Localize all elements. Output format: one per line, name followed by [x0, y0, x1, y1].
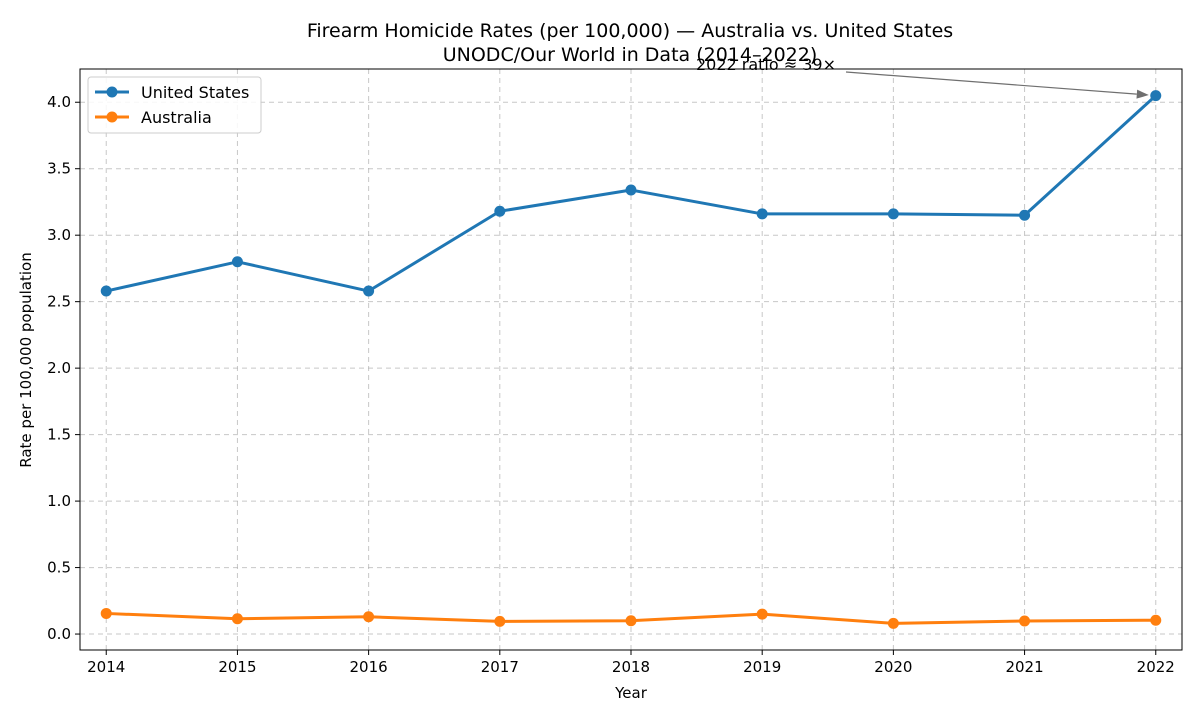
- x-tick-label: 2015: [218, 658, 256, 676]
- data-point: [100, 607, 112, 619]
- y-tick-label: 0.0: [47, 625, 71, 643]
- x-tick-label: 2019: [743, 658, 781, 676]
- y-axis-label: Rate per 100,000 population: [17, 252, 35, 467]
- series-australia: [100, 607, 1162, 629]
- data-point: [231, 613, 243, 625]
- series-united-states: [100, 90, 1162, 297]
- x-tick-label: 2020: [874, 658, 912, 676]
- annotation-arrow: [845, 71, 1137, 95]
- y-tick-label: 1.5: [47, 426, 71, 444]
- annotation-arrowhead: [1136, 89, 1149, 99]
- x-axis: 2014 2015 2016 2017 2018 2019 2020 2021 2022: [87, 650, 1175, 676]
- y-tick-label: 4.0: [47, 93, 71, 111]
- y-tick-label: 0.5: [47, 559, 71, 577]
- y-tick-label: 2.0: [47, 359, 71, 377]
- data-point: [756, 608, 768, 620]
- data-point: [363, 285, 375, 297]
- x-tick-label: 2016: [350, 658, 388, 676]
- data-point: [1019, 209, 1031, 221]
- y-axis: 0.0 0.5 1.0 1.5 2.0 2.5 3.0 3.5 4.0: [47, 93, 80, 643]
- data-point: [625, 615, 637, 627]
- legend: United States Australia: [87, 76, 262, 134]
- chart-title: Firearm Homicide Rates (per 100,000) — A…: [307, 20, 953, 42]
- annotation-text: 2022 ratio ≈ 39×: [696, 55, 836, 74]
- data-point: [887, 617, 899, 629]
- legend-label: United States: [141, 83, 249, 102]
- legend-label: Australia: [141, 108, 212, 127]
- data-point: [625, 184, 637, 196]
- data-point: [1019, 615, 1031, 627]
- series-layer: [100, 90, 1162, 629]
- data-point: [494, 205, 506, 217]
- y-tick-label: 2.5: [47, 293, 71, 311]
- data-point: [1150, 614, 1162, 626]
- x-tick-label: 2017: [481, 658, 519, 676]
- data-point: [100, 285, 112, 297]
- legend-marker: [106, 86, 118, 98]
- legend-marker: [106, 111, 118, 123]
- y-tick-label: 3.5: [47, 160, 71, 178]
- chart-subtitle: UNODC/Our World in Data (2014–2022): [443, 44, 818, 66]
- data-point: [887, 208, 899, 220]
- data-point: [756, 208, 768, 220]
- data-point: [231, 256, 243, 268]
- x-tick-label: 2014: [87, 658, 125, 676]
- grid: [80, 69, 1182, 650]
- y-tick-label: 3.0: [47, 226, 71, 244]
- data-point: [1150, 90, 1162, 102]
- data-point: [363, 611, 375, 623]
- x-axis-label: Year: [614, 684, 648, 702]
- x-tick-label: 2018: [612, 658, 650, 676]
- data-point: [494, 615, 506, 627]
- x-tick-label: 2022: [1137, 658, 1175, 676]
- legend-box: [87, 76, 262, 134]
- x-tick-label: 2021: [1005, 658, 1043, 676]
- annotation: 2022 ratio ≈ 39×: [696, 55, 1149, 99]
- y-tick-label: 1.0: [47, 492, 71, 510]
